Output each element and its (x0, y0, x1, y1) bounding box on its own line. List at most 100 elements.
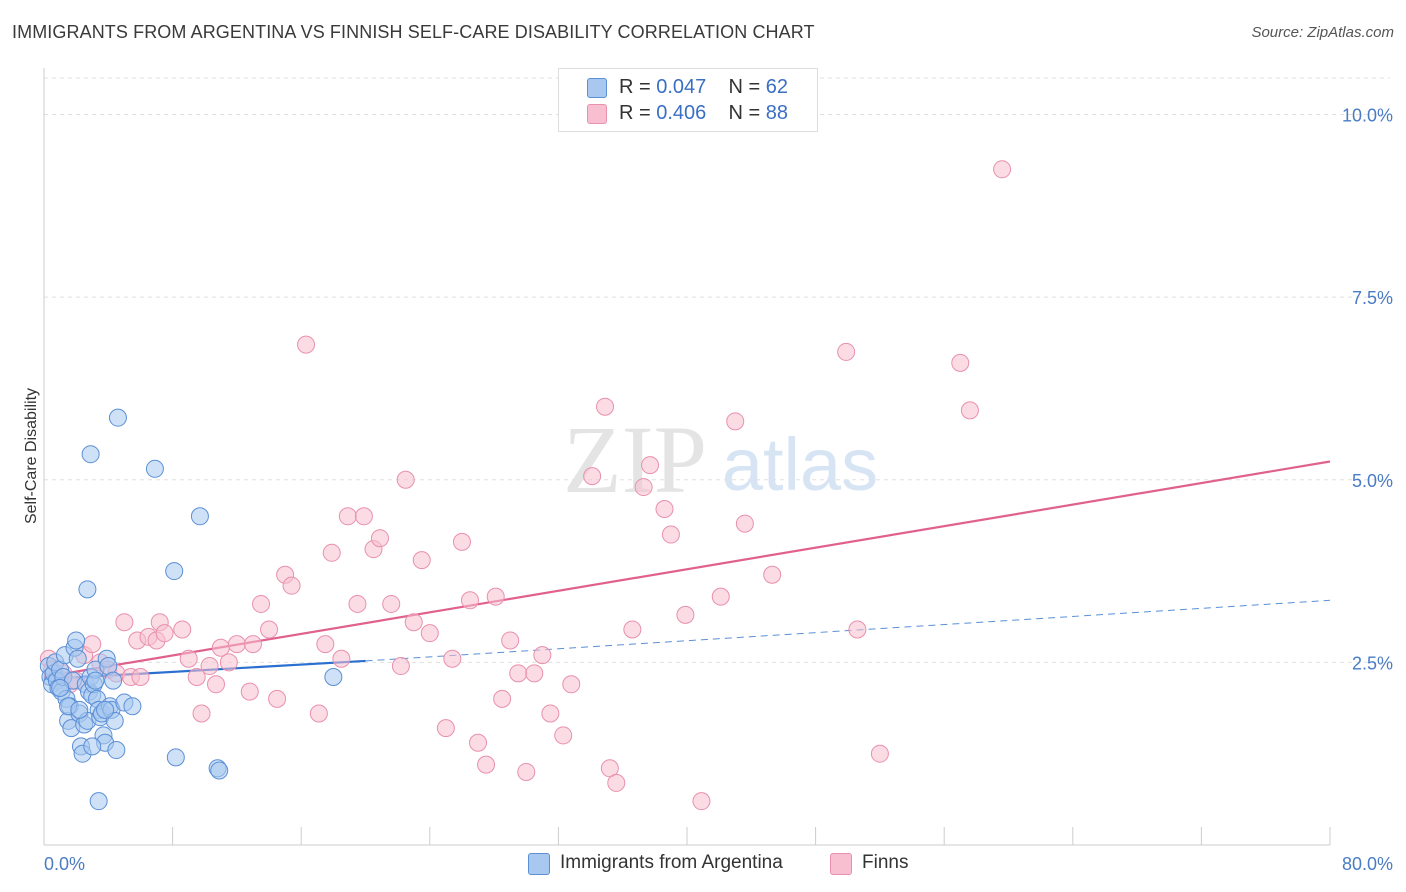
finns-point (200, 657, 219, 676)
legend-label-argentina: Immigrants from Argentina (560, 852, 783, 873)
finns-point (309, 704, 328, 723)
finns-point (607, 773, 626, 792)
finns-point (436, 719, 455, 738)
finns-point (583, 467, 602, 486)
legend-r-label: R = (619, 76, 657, 98)
argentina-point (104, 671, 123, 690)
y-tick-label: 5.0% (1352, 471, 1393, 491)
y-tick-label: 10.0% (1342, 106, 1393, 126)
argentina-point (324, 667, 343, 686)
finns-point (870, 744, 889, 763)
argentina-point (81, 445, 100, 464)
argentina-point (96, 700, 115, 719)
correlation-legend: R = 0.047 N = 62 R = 0.406 N = 88 (558, 68, 818, 132)
finns-point (391, 657, 410, 676)
finns-point (541, 704, 560, 723)
legend-swatch-pink (830, 853, 852, 875)
finns-point (469, 733, 488, 752)
argentina-point (67, 631, 86, 650)
finns-point (960, 401, 979, 420)
finns-point (404, 613, 423, 632)
finns-point (486, 587, 505, 606)
finns-point (370, 529, 389, 548)
legend-r-value: 0.406 (656, 102, 707, 124)
finns-point (533, 646, 552, 665)
legend-n-label: N = (728, 102, 766, 124)
finns-point (260, 620, 279, 639)
x-tick-label: 80.0% (1342, 854, 1393, 874)
finns-point (268, 689, 287, 708)
grid-lines (44, 77, 1390, 663)
finns-point (252, 594, 271, 613)
finns-point (131, 667, 150, 686)
finns-point (477, 755, 496, 774)
source-note: Source: ZipAtlas.com (1251, 24, 1394, 41)
argentina-point (89, 792, 108, 811)
finns-point (219, 653, 238, 672)
argentina-point (83, 737, 102, 756)
finns-point (452, 532, 471, 551)
finns-point (661, 525, 680, 544)
chart-title: IMMIGRANTS FROM ARGENTINA VS FINNISH SEL… (12, 22, 815, 42)
finns-point (517, 762, 536, 781)
finns-point (596, 397, 615, 416)
finns-point (501, 631, 520, 650)
argentina-point (108, 408, 127, 427)
finns-point (634, 478, 653, 497)
finns-point (420, 624, 439, 643)
finns-point (115, 613, 134, 632)
finns-point (676, 605, 695, 624)
argentina-point (51, 678, 70, 697)
data-points (39, 160, 1012, 811)
axes (43, 68, 1331, 846)
finns-point (641, 456, 660, 475)
legend-swatch-pink (587, 104, 607, 124)
finns-point (173, 620, 192, 639)
finns-point (396, 470, 415, 489)
finns-point (348, 594, 367, 613)
finns-point (525, 664, 544, 683)
argentina-point (145, 459, 164, 478)
series-legend: Immigrants from Argentina Finns (0, 852, 1406, 878)
watermark-zip: ZIP (563, 406, 707, 513)
finns-point (623, 620, 642, 639)
argentina-point (68, 649, 87, 668)
finns-point (187, 667, 206, 686)
finns-point (179, 649, 198, 668)
legend-n-value: 62 (765, 76, 789, 98)
finns-point (192, 704, 211, 723)
watermark-atlas: atlas (722, 423, 878, 506)
finns-point (316, 635, 335, 654)
finns-point (297, 335, 316, 354)
legend-swatch-blue (587, 78, 607, 98)
tick-labels: 2.5% 5.0% 7.5% 10.0% 0.0% 80.0% (44, 106, 1393, 874)
finns-point (227, 635, 246, 654)
finns-point (735, 514, 754, 533)
finns-point (554, 726, 573, 745)
finns-point (322, 543, 341, 562)
finns-point (443, 649, 462, 668)
argentina-point (210, 761, 229, 780)
legend-label-finns: Finns (862, 852, 909, 873)
finns-point (848, 620, 867, 639)
argentina-point (166, 748, 185, 767)
finns-point (726, 412, 745, 431)
y-axis-label: Self-Care Disability (23, 388, 40, 524)
finns-point (509, 664, 528, 683)
watermark: ZIP atlas (563, 406, 878, 513)
y-tick-label: 7.5% (1352, 288, 1393, 308)
finns-point (763, 565, 782, 584)
finns-point (692, 792, 711, 811)
finns-point (354, 507, 373, 526)
finns-point (83, 635, 102, 654)
legend-r-label: R = (619, 102, 657, 124)
legend-r-value: 0.047 (656, 76, 707, 98)
finns-point (207, 675, 226, 694)
finns-point (460, 591, 479, 610)
finns-point (711, 587, 730, 606)
finns-point (155, 624, 174, 643)
finns-point (332, 649, 351, 668)
argentina-trend-extension (365, 599, 1331, 662)
finns-point (951, 353, 970, 372)
